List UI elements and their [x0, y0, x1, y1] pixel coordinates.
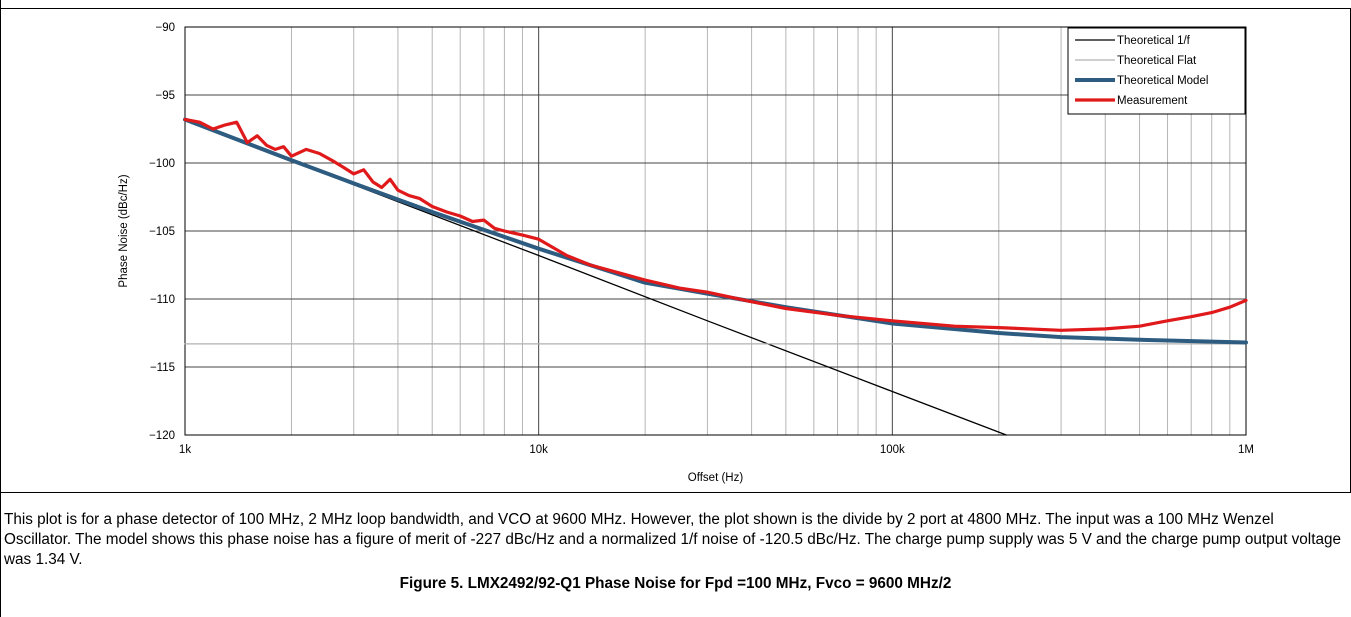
legend-label: Theoretical 1/f: [1117, 35, 1191, 47]
plot-area-border: [184, 26, 1247, 436]
x-tick-label: 10k: [529, 444, 548, 456]
y-tick-label: −110: [150, 294, 175, 306]
figure-caption: This plot is for a phase detector of 100…: [4, 511, 1341, 568]
x-tick-label: 1k: [179, 444, 191, 456]
legend-box: [1067, 27, 1246, 115]
x-axis-label: Offset (Hz): [688, 472, 744, 484]
measurement-line: [183, 117, 1248, 332]
x-tick-label: 1M: [1238, 444, 1254, 456]
x-tick-label: 100k: [880, 444, 905, 456]
legend-label: Theoretical Model: [1117, 75, 1208, 87]
chart-container: 1k 10k 100k 1M −90 −95 −100 −105 −110 −115 −120 Off…: [0, 8, 1351, 493]
legend-label: Measurement: [1117, 95, 1188, 107]
y-tick-label: −90: [155, 22, 175, 34]
y-axis-label: Phase Noise (dBc/Hz): [118, 174, 130, 287]
y-tick-label: −100: [149, 158, 175, 170]
y-tick-label: −105: [149, 226, 175, 238]
phase-noise-chart: 1k 10k 100k 1M −90 −95 −100 −105 −110 −115 −120 Off…: [118, 22, 1254, 484]
figure-title: Figure 5. LMX2492/92-Q1 Phase Noise for …: [399, 575, 952, 592]
legend-label: Theoretical Flat: [1117, 55, 1197, 67]
y-tick-label: −115: [150, 362, 175, 374]
y-tick-label: −120: [149, 430, 175, 442]
y-tick-label: −95: [155, 90, 175, 102]
